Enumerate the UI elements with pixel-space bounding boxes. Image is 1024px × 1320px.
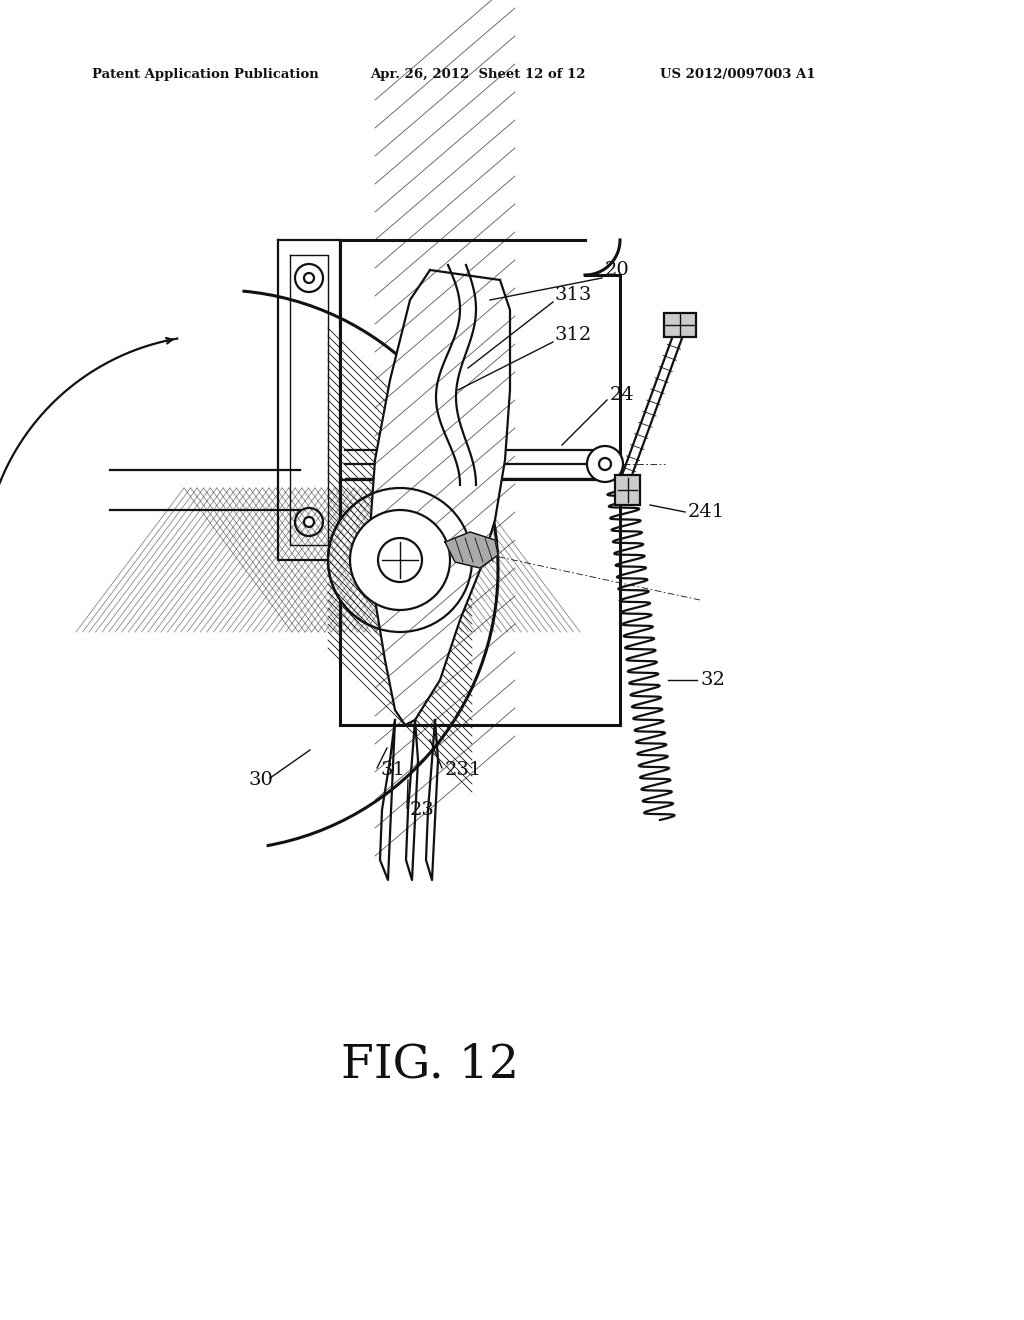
- Text: Patent Application Publication: Patent Application Publication: [92, 69, 318, 81]
- Circle shape: [378, 539, 422, 582]
- Text: 313: 313: [555, 286, 592, 304]
- Polygon shape: [445, 532, 498, 568]
- Text: US 2012/0097003 A1: US 2012/0097003 A1: [660, 69, 815, 81]
- Bar: [664, 313, 696, 337]
- Text: 312: 312: [555, 326, 592, 345]
- Text: 30: 30: [248, 771, 272, 789]
- Circle shape: [295, 508, 323, 536]
- Circle shape: [587, 446, 623, 482]
- Circle shape: [350, 510, 450, 610]
- Text: 32: 32: [700, 671, 725, 689]
- Text: 241: 241: [688, 503, 725, 521]
- Text: FIG. 12: FIG. 12: [341, 1043, 519, 1088]
- Circle shape: [328, 488, 472, 632]
- Text: 231: 231: [445, 762, 482, 779]
- Polygon shape: [370, 271, 510, 725]
- Text: 23: 23: [410, 801, 435, 818]
- Text: 24: 24: [610, 385, 635, 404]
- Text: 20: 20: [605, 261, 630, 279]
- Circle shape: [304, 273, 314, 282]
- Bar: [615, 475, 640, 506]
- Text: 31: 31: [380, 762, 404, 779]
- Text: Apr. 26, 2012  Sheet 12 of 12: Apr. 26, 2012 Sheet 12 of 12: [370, 69, 586, 81]
- Circle shape: [599, 458, 611, 470]
- Circle shape: [304, 517, 314, 527]
- Circle shape: [295, 264, 323, 292]
